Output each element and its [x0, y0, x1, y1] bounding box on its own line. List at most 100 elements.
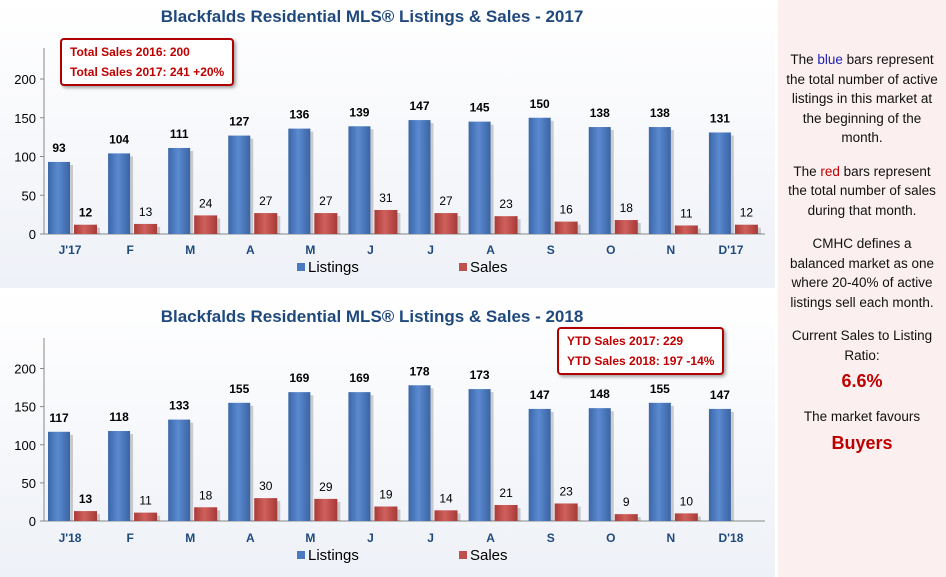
category-label: J'17	[59, 243, 82, 257]
category-label: O	[606, 243, 615, 257]
blue-word: blue	[817, 52, 843, 67]
listings-value-label: 131	[710, 111, 730, 125]
listings-value-label: 138	[590, 106, 610, 120]
listings-bar	[348, 392, 371, 521]
sales-bar	[134, 223, 158, 234]
legend-swatch	[297, 551, 305, 559]
listings-value-label: 145	[470, 101, 490, 115]
sales-bar	[434, 510, 458, 521]
sales-value-label: 14	[439, 491, 453, 505]
sales-bar	[614, 514, 638, 521]
listings-value-label: 169	[349, 371, 369, 385]
y-tick-label: 0	[29, 227, 36, 242]
listings-value-label: 148	[590, 387, 610, 401]
listings-bar	[648, 127, 671, 234]
market-favours: The market favours Buyers	[786, 407, 938, 455]
sales-value-label: 29	[319, 480, 333, 494]
category-label: J	[367, 531, 374, 545]
red-word: red	[820, 163, 840, 179]
ratio-value: 6.6%	[841, 371, 883, 391]
listings-bar	[588, 127, 611, 234]
listings-value-label: 139	[349, 105, 369, 119]
listings-value-label: 150	[530, 97, 550, 111]
y-tick-label: 200	[14, 362, 36, 377]
category-label: M	[305, 243, 315, 257]
market-favours-label: The market favours	[803, 409, 921, 424]
total-sales-annotation: Total Sales 2016: 200 Total Sales 2017: …	[60, 38, 235, 86]
chart-title: Blackfalds Residential MLS® Listings & S…	[161, 307, 584, 326]
listings-bar	[468, 389, 491, 521]
category-label: N	[667, 243, 676, 257]
legend-swatch	[297, 263, 305, 271]
y-tick-label: 100	[14, 150, 36, 165]
sales-value-label: 24	[199, 196, 213, 210]
chart-2018: Blackfalds Residential MLS® Listings & S…	[0, 290, 775, 577]
legend-swatch	[459, 551, 467, 559]
sales-value-label: 11	[139, 494, 152, 508]
sales-value-label: 18	[620, 201, 634, 215]
sales-bar	[314, 213, 338, 234]
sales-bar	[254, 213, 278, 234]
sales-value-label: 27	[439, 194, 453, 208]
ratio-label: Current Sales to Listing Ratio:	[791, 328, 933, 363]
sales-bar	[554, 503, 578, 521]
category-label: A	[246, 243, 255, 257]
sales-value-label: 23	[499, 197, 513, 211]
listings-value-label: 93	[52, 141, 66, 155]
listings-bar	[708, 132, 731, 234]
listings-value-label: 138	[650, 106, 670, 120]
annotation-line: YTD Sales 2017: 229	[567, 334, 684, 348]
sales-bar	[134, 512, 158, 521]
listings-value-label: 169	[289, 371, 309, 385]
sales-bar	[734, 224, 758, 234]
sales-bar	[494, 504, 518, 521]
sales-value-label: 19	[379, 488, 393, 502]
y-tick-label: 200	[14, 72, 36, 87]
listings-value-label: 127	[229, 115, 249, 129]
market-favours-value: Buyers	[831, 432, 893, 453]
category-label: D'17	[719, 243, 744, 257]
listings-value-label: 104	[109, 132, 129, 146]
sales-value-label: 12	[740, 206, 754, 220]
category-label: A	[486, 243, 495, 257]
sales-value-label: 16	[559, 203, 573, 217]
y-tick-label: 150	[14, 400, 36, 415]
y-tick-label: 50	[22, 188, 36, 203]
listings-bar	[48, 431, 70, 521]
sales-bar	[254, 498, 278, 521]
sales-listing-ratio: Current Sales to Listing Ratio: 6.6%	[786, 326, 938, 393]
category-label: S	[547, 531, 555, 545]
cmhc-definition: CMHC defines a balanced market as one wh…	[789, 236, 935, 310]
listings-bar	[408, 385, 431, 521]
category-label: N	[667, 531, 676, 545]
category-label: M	[185, 243, 195, 257]
sales-value-label: 13	[79, 492, 93, 506]
listings-bar	[288, 392, 311, 521]
sales-value-label: 27	[259, 194, 273, 208]
sales-value-label: 9	[623, 495, 630, 509]
listings-bar	[168, 419, 191, 521]
category-label: S	[547, 243, 555, 257]
sales-value-label: 13	[139, 205, 153, 219]
sales-value-label: 21	[499, 486, 513, 500]
category-label: F	[126, 243, 133, 257]
sales-bar	[314, 498, 338, 521]
listings-value-label: 111	[170, 127, 189, 141]
blue-bars-explanation: The blue bars represent the total number…	[786, 52, 938, 145]
category-label: A	[246, 531, 255, 545]
listings-value-label: 173	[470, 368, 490, 382]
sales-bar	[674, 225, 698, 234]
listings-bar	[528, 117, 551, 234]
sales-value-label: 18	[199, 488, 213, 502]
annotation-line: Total Sales 2016: 200	[70, 45, 190, 59]
listings-value-label: 133	[169, 399, 189, 413]
listings-value-label: 136	[289, 108, 309, 122]
annotation-line: Total Sales 2017: 241 +20%	[70, 65, 225, 79]
legend-label: Sales	[470, 259, 508, 276]
sales-bar	[374, 506, 398, 521]
listings-value-label: 155	[229, 382, 249, 396]
listings-bar	[528, 408, 551, 521]
legend: Listings Sales	[297, 259, 508, 276]
sales-bar	[494, 216, 518, 234]
category-label: D'18	[719, 531, 744, 545]
